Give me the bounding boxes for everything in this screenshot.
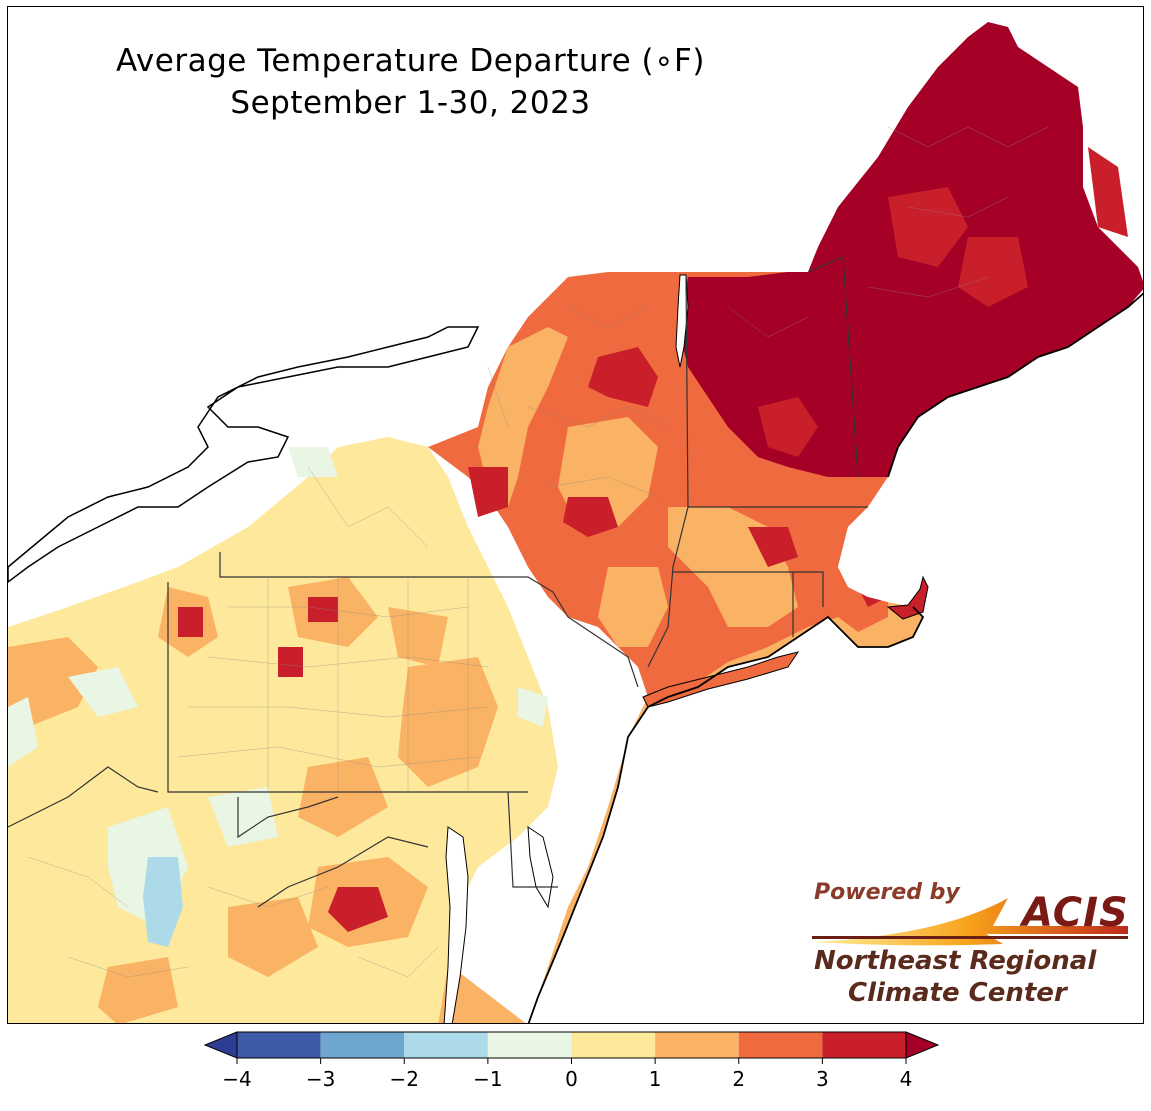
colorbar-bin bbox=[320, 1032, 405, 1058]
logo-acis-text: ACIS bbox=[1022, 890, 1129, 936]
colorbar-bin bbox=[822, 1032, 906, 1058]
colorbar-bin bbox=[738, 1032, 823, 1058]
county-lines bbox=[27, 126, 1049, 978]
colorbar-legend: −4 −3 −2 −1 0 1 2 3 4 bbox=[203, 1031, 940, 1091]
colorbar-tick-label: −1 bbox=[473, 1067, 502, 1091]
temperature-map bbox=[8, 22, 1143, 1023]
colorbar-tick-label: 0 bbox=[565, 1067, 578, 1091]
colorbar-bin bbox=[571, 1032, 656, 1058]
colorbar-bin bbox=[655, 1032, 739, 1058]
region-ne-light-orange bbox=[478, 327, 798, 647]
colorbar-tick-label: 3 bbox=[816, 1067, 829, 1091]
colorbar-bin bbox=[404, 1032, 488, 1058]
colorbar-tick-label: −2 bbox=[390, 1067, 419, 1091]
colorbar-tick-label: 1 bbox=[649, 1067, 662, 1091]
map-title: Average Temperature Departure (∘F) bbox=[116, 43, 705, 79]
map-subtitle: September 1-30, 2023 bbox=[230, 85, 591, 121]
logo-org-line-2: Climate Center bbox=[848, 978, 1067, 1008]
colorbar-tick-label: 2 bbox=[732, 1067, 745, 1091]
colorbar-tick-label: −3 bbox=[306, 1067, 335, 1091]
colorbar-tick-label: −4 bbox=[222, 1067, 251, 1091]
map-frame: Average Temperature Departure (∘F) Septe… bbox=[7, 6, 1144, 1024]
state-borders bbox=[8, 256, 868, 908]
logo-powered-by: Powered by bbox=[814, 880, 960, 905]
cape-cod bbox=[886, 575, 929, 620]
chesapeake-bay bbox=[443, 826, 554, 1023]
region-light-blue bbox=[143, 857, 183, 947]
acis-swoosh-icon bbox=[812, 898, 1128, 946]
colorbar-tick-label: 4 bbox=[900, 1067, 913, 1091]
colorbar-under-arrow bbox=[203, 1031, 238, 1059]
region-maine-red-patch bbox=[758, 147, 1128, 457]
colorbar-bin bbox=[487, 1032, 572, 1058]
lake-ontario bbox=[8, 326, 480, 583]
colorbar-over-arrow bbox=[905, 1031, 940, 1059]
region-light-green bbox=[8, 447, 548, 927]
acis-logo: Powered by ACIS Northeast Regional Clima… bbox=[808, 880, 1128, 1010]
colorbar-bin bbox=[237, 1032, 321, 1058]
atlantic-ocean bbox=[528, 293, 1143, 1023]
logo-org-line-1: Northeast Regional bbox=[814, 946, 1097, 976]
region-red-3to4 bbox=[178, 307, 888, 932]
coastline bbox=[527, 292, 1143, 1023]
